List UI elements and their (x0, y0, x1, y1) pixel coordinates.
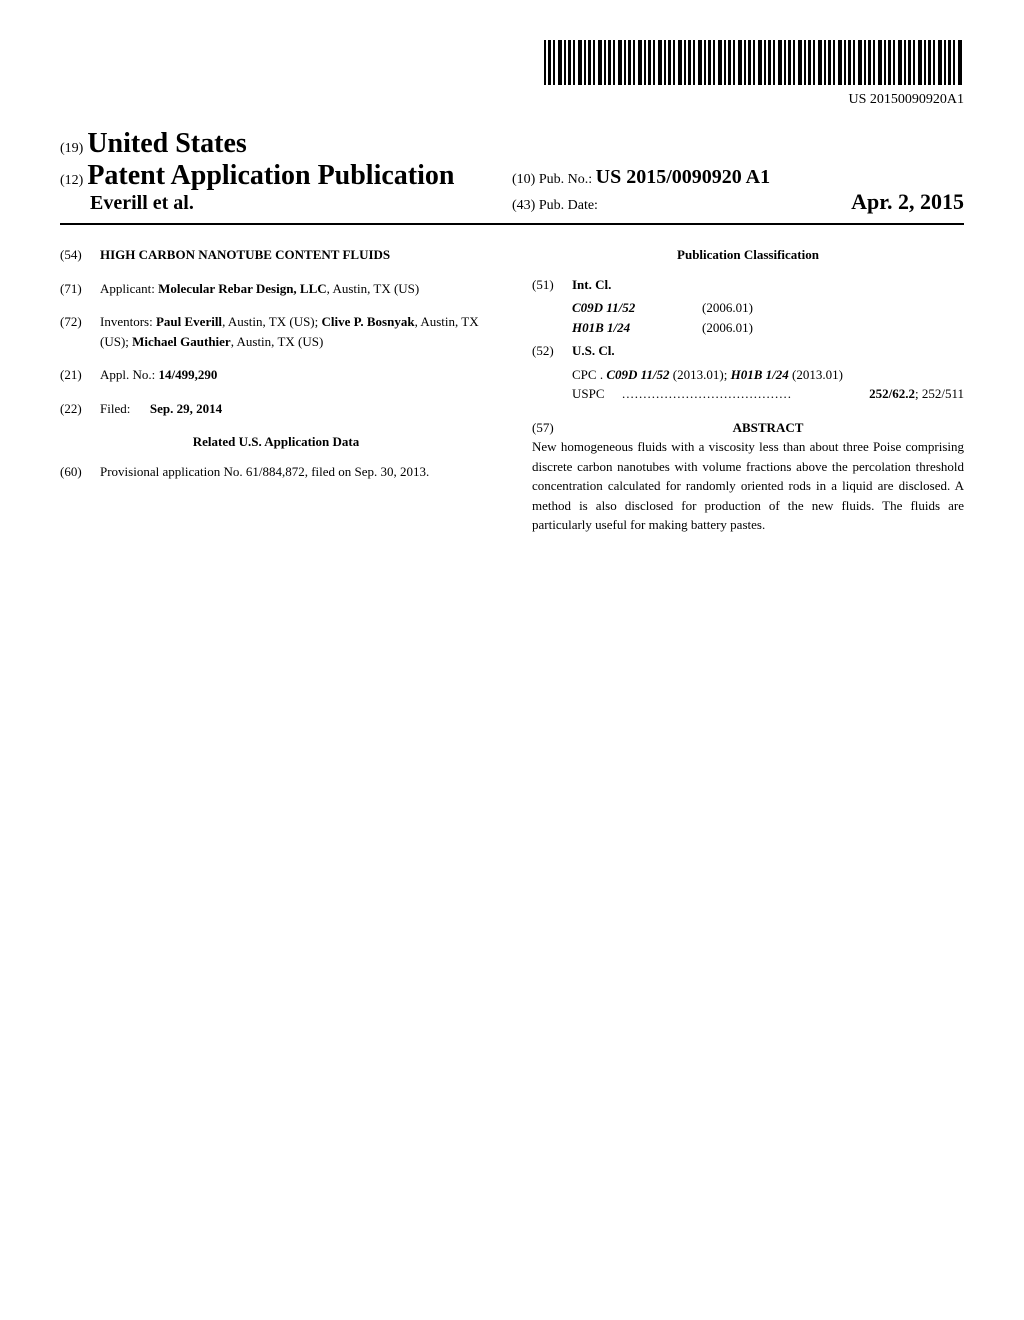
abstract-text: New homogeneous fluids with a viscosity … (532, 437, 964, 535)
code-19: (19) (60, 141, 83, 156)
cpc-1: C09D 11/52 (606, 367, 669, 382)
int-cl-year-2: (2006.01) (702, 318, 753, 338)
classification-heading: Publication Classification (532, 245, 964, 265)
uspc-extra: ; 252/511 (915, 386, 964, 401)
uspc-row: USPC ...................................… (572, 384, 964, 404)
code-12: (12) (60, 173, 83, 188)
country: United States (87, 128, 246, 159)
cpc-2-year: (2013.01) (789, 367, 843, 382)
code-72: (72) (60, 312, 100, 351)
inventor-1-loc: , Austin, TX (US); (222, 314, 321, 329)
filed-label: Filed: (100, 401, 130, 416)
appl-no-value: 14/499,290 (159, 367, 218, 382)
code-10: (10) (512, 172, 535, 187)
field-72: (72) Inventors: Paul Everill, Austin, TX… (60, 312, 492, 351)
applicant-name: Molecular Rebar Design, LLC (158, 281, 327, 296)
authors: Everill et al. (90, 192, 512, 215)
us-cl-label: U.S. Cl. (572, 341, 964, 361)
pub-date-value: Apr. 2, 2015 (851, 189, 964, 215)
barcode-section: US 20150090920A1 (60, 40, 964, 108)
uspc-value: 252/62.2 (869, 386, 915, 401)
header-row: (19) United States (12) Patent Applicati… (60, 128, 964, 215)
field-52: (52) U.S. Cl. (532, 341, 964, 361)
left-column: (54) HIGH CARBON NANOTUBE CONTENT FLUIDS… (60, 245, 492, 535)
content: (54) HIGH CARBON NANOTUBE CONTENT FLUIDS… (60, 245, 964, 535)
barcode-text: US 20150090920A1 (60, 92, 964, 108)
field-57: (57) ABSTRACT (532, 418, 964, 438)
inventor-3-loc: , Austin, TX (US) (231, 334, 324, 349)
appl-no-label: Appl. No.: (100, 367, 155, 382)
int-cl-label: Int. Cl. (572, 275, 964, 295)
field-60: (60) Provisional application No. 61/884,… (60, 462, 492, 482)
code-22: (22) (60, 399, 100, 419)
field-51: (51) Int. Cl. (532, 275, 964, 295)
uspc-dots: ........................................ (622, 384, 869, 404)
filed-value: Sep. 29, 2014 (150, 401, 222, 416)
pub-no-value: US 2015/0090920 A1 (596, 166, 770, 188)
code-51: (51) (532, 275, 572, 295)
pub-date-label: Pub. Date: (539, 198, 598, 213)
field-21: (21) Appl. No.: 14/499,290 (60, 365, 492, 385)
int-cl-row-1: C09D 11/52 (2006.01) (572, 298, 964, 318)
abstract-heading: ABSTRACT (572, 418, 964, 438)
pub-no-label: Pub. No.: (539, 172, 592, 187)
int-cl-year-1: (2006.01) (702, 298, 753, 318)
barcode-graphic (544, 40, 964, 85)
header-left: (19) United States (12) Patent Applicati… (60, 128, 512, 215)
applicant-label: Applicant: (100, 281, 155, 296)
inventor-2-name: Clive P. Bosnyak (322, 314, 415, 329)
inventors-label: Inventors: (100, 314, 153, 329)
code-52: (52) (532, 341, 572, 361)
int-cl-code-2: H01B 1/24 (572, 318, 702, 338)
cpc-line: CPC . C09D 11/52 (2013.01); H01B 1/24 (2… (572, 365, 964, 385)
divider (60, 223, 964, 225)
publication-type: Patent Application Publication (87, 160, 454, 191)
field-54: (54) HIGH CARBON NANOTUBE CONTENT FLUIDS (60, 245, 492, 265)
int-cl-table: C09D 11/52 (2006.01) H01B 1/24 (2006.01) (572, 298, 964, 337)
code-54: (54) (60, 245, 100, 265)
inventor-1-name: Paul Everill (156, 314, 222, 329)
invention-title: HIGH CARBON NANOTUBE CONTENT FLUIDS (100, 245, 492, 265)
inventor-3-name: Michael Gauthier (132, 334, 231, 349)
header-right: (10) Pub. No.: US 2015/0090920 A1 (43) P… (512, 166, 964, 215)
cpc-prefix: CPC . (572, 367, 603, 382)
code-57: (57) (532, 418, 572, 438)
int-cl-row-2: H01B 1/24 (2006.01) (572, 318, 964, 338)
code-21: (21) (60, 365, 100, 385)
code-43: (43) (512, 198, 535, 213)
int-cl-code-1: C09D 11/52 (572, 298, 702, 318)
right-column: Publication Classification (51) Int. Cl.… (532, 245, 964, 535)
provisional-text: Provisional application No. 61/884,872, … (100, 462, 492, 482)
applicant-location: , Austin, TX (US) (327, 281, 420, 296)
field-22: (22) Filed: Sep. 29, 2014 (60, 399, 492, 419)
code-71: (71) (60, 279, 100, 299)
code-60: (60) (60, 462, 100, 482)
uspc-label: USPC (572, 384, 622, 404)
related-app-heading: Related U.S. Application Data (60, 432, 492, 452)
cpc-1-year: (2013.01); (670, 367, 731, 382)
field-71: (71) Applicant: Molecular Rebar Design, … (60, 279, 492, 299)
cpc-2: H01B 1/24 (731, 367, 789, 382)
